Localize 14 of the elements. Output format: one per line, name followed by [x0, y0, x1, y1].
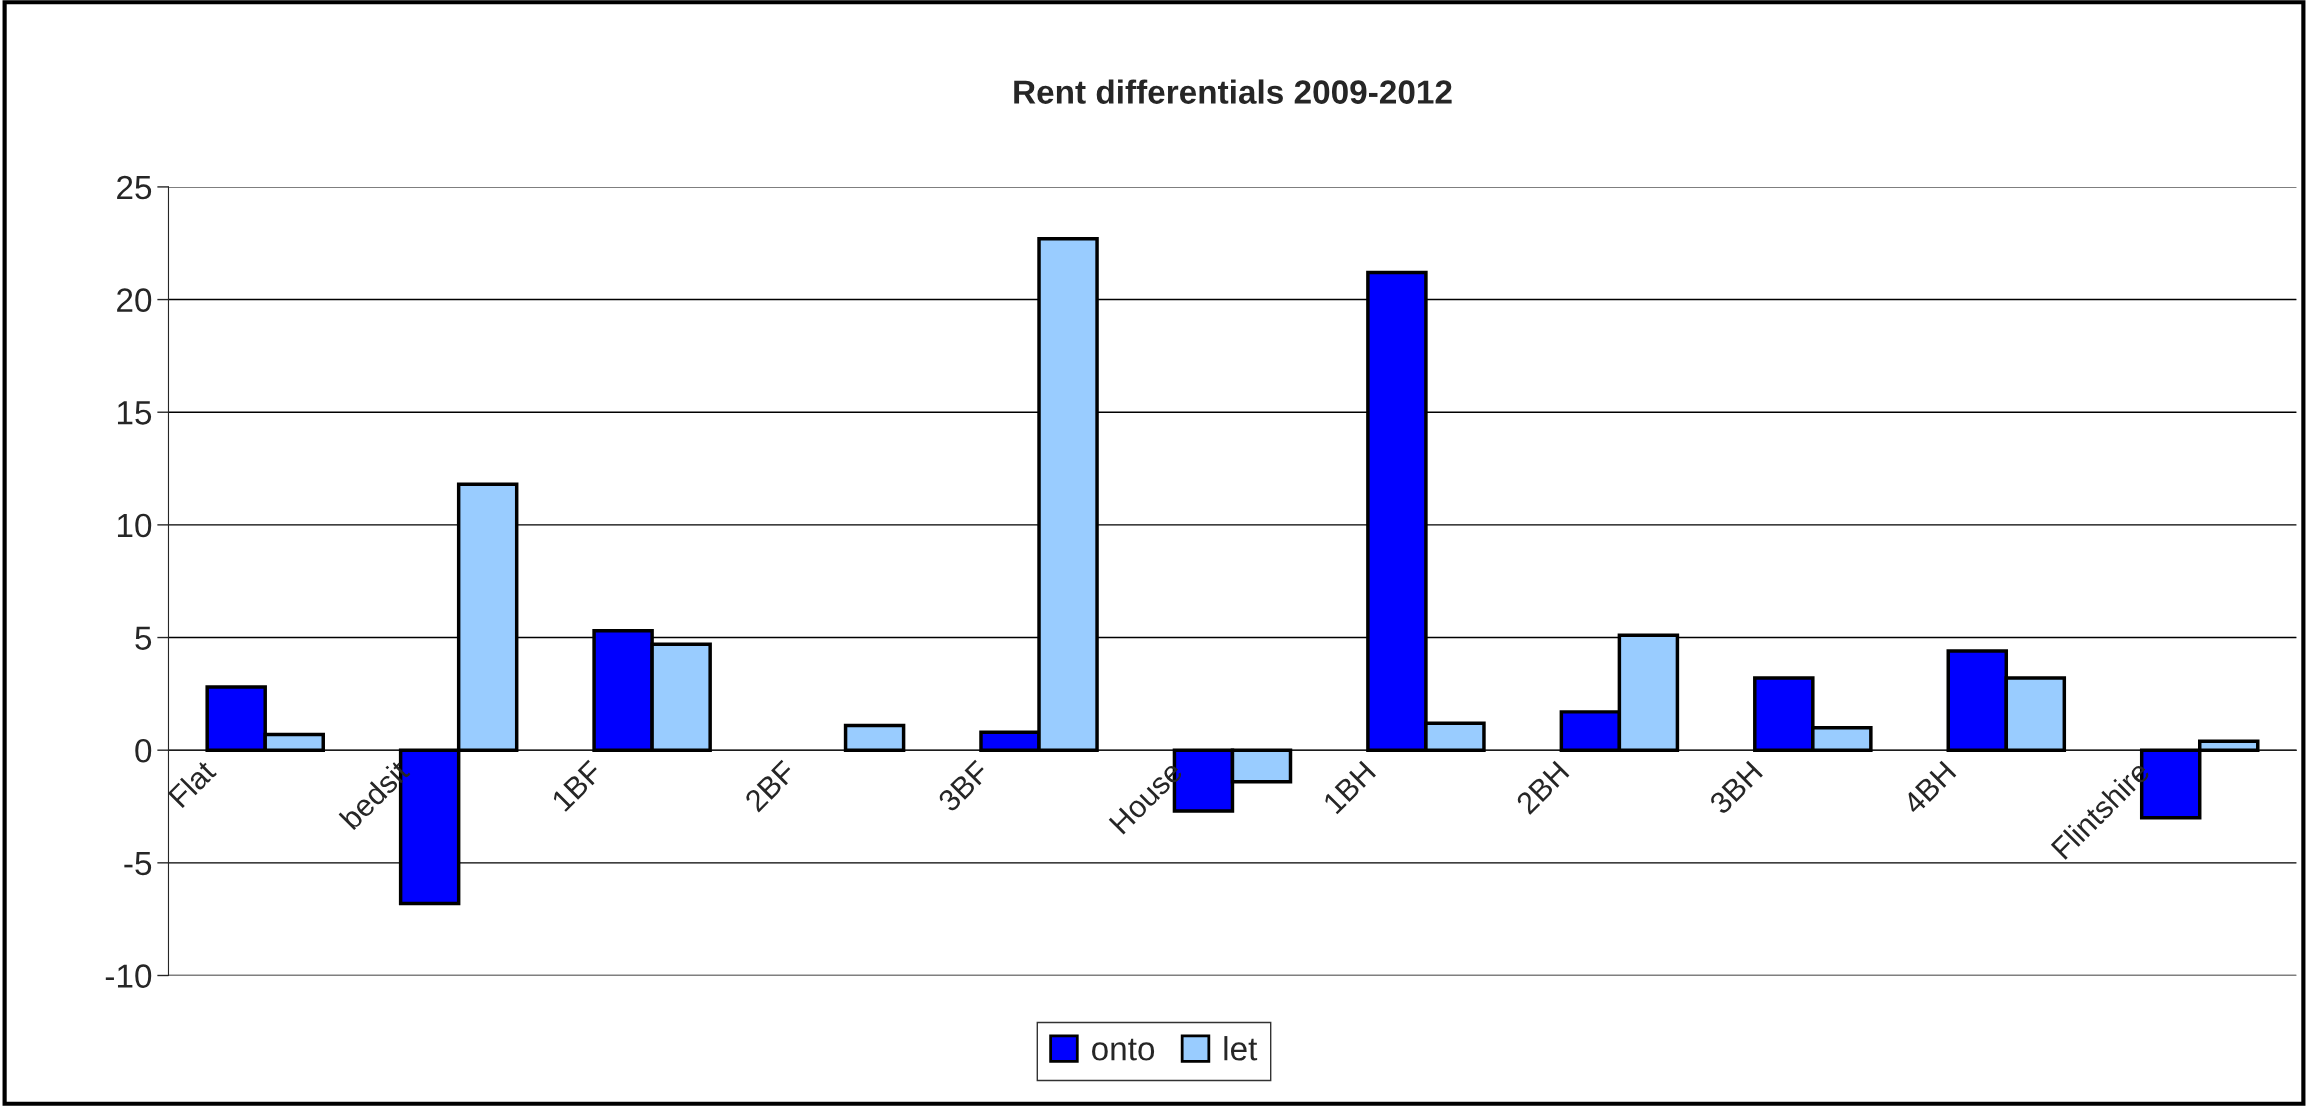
y-tick-label: 10 [117, 513, 152, 538]
legend-label: let [1224, 1036, 1258, 1061]
x-tick-label: 3BF [936, 759, 991, 813]
y-tick-label: 25 [117, 175, 152, 200]
y-tick-label: 0 [135, 738, 152, 763]
y-tick-label: 20 [117, 288, 152, 312]
y-tick-label: 5 [135, 626, 152, 650]
y-tick-label: -5 [124, 851, 152, 876]
x-tick-label: Flat [167, 758, 218, 809]
chart-title: Rent differentials 2009-2012 [1014, 79, 1452, 104]
y-tick-label: 15 [117, 401, 152, 425]
y-tick-label: -10 [105, 964, 152, 988]
x-tick-label: 4BH [1901, 760, 1957, 816]
legend-label: onto [1092, 1038, 1155, 1061]
